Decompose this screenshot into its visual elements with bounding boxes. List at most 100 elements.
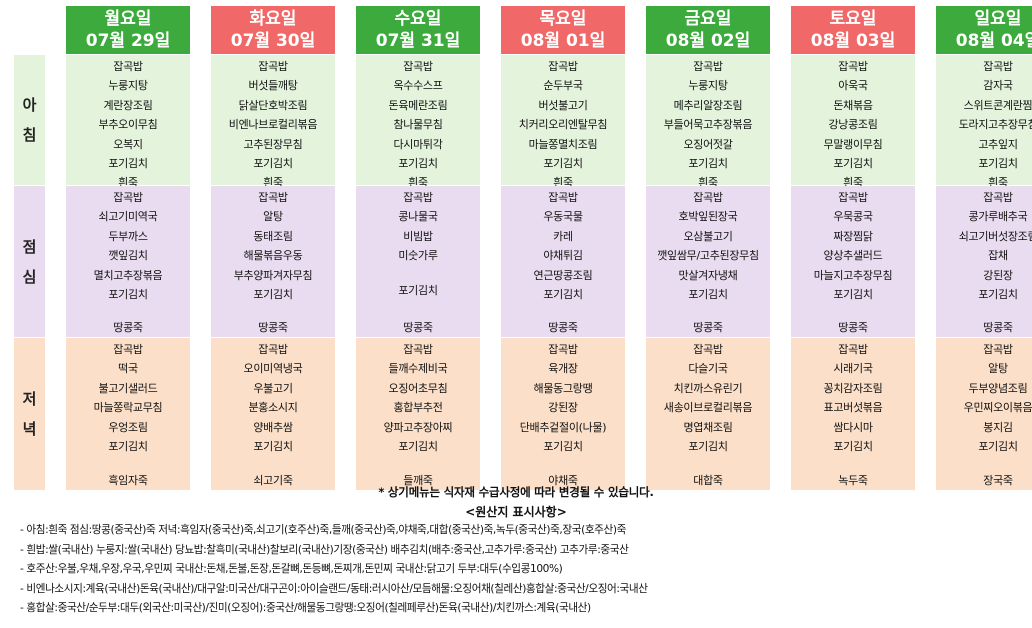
menu-item: 잡곡밥 bbox=[693, 191, 723, 204]
menu-item: 잡곡밥 bbox=[548, 343, 578, 356]
day-header-2: 화요일 07월 30일 bbox=[211, 6, 335, 54]
menu-item: 잡채 bbox=[988, 249, 1008, 263]
menu-item: 포기김치 bbox=[833, 287, 873, 301]
menu-item: 땅콩죽 bbox=[258, 320, 288, 334]
menu-item: 오복지 bbox=[113, 137, 143, 151]
breakfast-cell-day-7: 잡곡밥 감자국 스위트콘계란찜 도라지고추장무침 고추잎지 포기김치 흰죽 bbox=[936, 55, 1032, 189]
menu-item: 녹두죽 bbox=[838, 473, 868, 487]
menu-item: 잡곡밥 bbox=[693, 343, 723, 356]
menu-item: 계란장조림 bbox=[103, 98, 153, 112]
menu-item: 잡곡밥 bbox=[403, 60, 433, 73]
menu-item: 쇠고기버섯장조림 bbox=[958, 229, 1032, 243]
menu-item: 호박잎된장국 bbox=[678, 210, 738, 224]
day-date: 08월 02일 bbox=[665, 31, 751, 51]
menu-item: 홍합부추전 bbox=[393, 401, 443, 415]
breakfast-cell-day-4: 잡곡밥 순두부국 버섯불고기 치커리오리엔탈무침 마늘쫑멸치조림 포기김치 흰죽 bbox=[501, 55, 625, 189]
menu-item: 참나물무침 bbox=[393, 118, 443, 132]
menu-item: 잡곡밥 bbox=[403, 343, 433, 356]
menu-item: 우동국물 bbox=[543, 210, 583, 224]
day-date: 08월 01일 bbox=[520, 31, 606, 51]
menu-item: 스위트콘계란찜 bbox=[963, 98, 1032, 112]
lunch-cell-day-5: 잡곡밥 호박잎된장국 오삼불고기 깻잎쌈무/고추된장무침 맛살겨자냉채 포기김치 땅콩죽 bbox=[646, 186, 770, 337]
menu-item: 무말랭이무침 bbox=[823, 137, 883, 151]
menu-item: 돈채볶음 bbox=[833, 98, 873, 112]
origin-list: - 아침:흰죽 점심:땅콩(중국산)죽 저녁:흑임자(중국산)죽,쇠고기(호주산… bbox=[20, 521, 1020, 619]
menu-item: 메추리알장조림 bbox=[673, 98, 743, 112]
menu-item: 우엉조림 bbox=[108, 420, 148, 434]
menu-item: 포기김치 bbox=[543, 156, 583, 170]
menu-item: 도라지고추장무침 bbox=[958, 118, 1032, 132]
menu-item: 땅콩죽 bbox=[838, 320, 868, 334]
dinner-cell-day-4: 잡곡밥 육개장 해물동그랑땡 강된장 단배추겉절이(나물) 포기김치 야채죽 bbox=[501, 338, 625, 490]
dinner-cell-day-6: 잡곡밥 시래기국 꽁치감자조림 표고버섯볶음 쌈다시마 포기김치 녹두죽 bbox=[791, 338, 915, 490]
menu-item: 오삼불고기 bbox=[683, 229, 733, 243]
dinner-cell-day-5: 잡곡밥 다슬기국 치킨까스유린기 새송이브로컬리볶음 명엽채조림 포기김치 대합죽 bbox=[646, 338, 770, 490]
menu-item: 잡곡밥 bbox=[113, 60, 143, 73]
menu-item: 강된장 bbox=[548, 401, 578, 415]
day-header-7: 일요일 08월 04일 bbox=[936, 6, 1032, 54]
day-name: 화요일 bbox=[249, 9, 297, 29]
menu-item: 포기김치 bbox=[688, 156, 728, 170]
menu-item: 깻잎김치 bbox=[108, 249, 148, 263]
origin-title: <원산지 표시사항> bbox=[465, 505, 567, 519]
day-header-3: 수요일 07월 31일 bbox=[356, 6, 480, 54]
menu-item: 잡곡밥 bbox=[548, 60, 578, 73]
menu-item: 포기김치 bbox=[253, 156, 293, 170]
menu-item: 다시마튀각 bbox=[393, 137, 443, 151]
corner-cell bbox=[14, 6, 45, 54]
menu-item: 포기김치 bbox=[833, 156, 873, 170]
day-date: 07월 31일 bbox=[375, 31, 461, 51]
menu-item: 육개장 bbox=[548, 362, 578, 376]
origin-line: - 아침:흰죽 점심:땅콩(중국산)죽 저녁:흑임자(중국산)죽,쇠고기(호주산… bbox=[20, 524, 626, 536]
menu-item: 부들어묵고추장볶음 bbox=[663, 118, 753, 132]
lunch-label-char: 점 bbox=[22, 237, 37, 256]
menu-item: 흑임자죽 bbox=[108, 473, 148, 487]
menu-item: 잡곡밥 bbox=[838, 343, 868, 356]
menu-item: 강낭콩조림 bbox=[828, 118, 878, 132]
menu-item: 포기김치 bbox=[978, 287, 1018, 301]
menu-item: 쇠고기죽 bbox=[253, 473, 293, 487]
menu-item: 잡곡밥 bbox=[403, 191, 433, 204]
menu-item: 해물동그랑땡 bbox=[533, 381, 593, 395]
menu-item: 새송이브로컬리볶음 bbox=[663, 401, 753, 415]
menu-item: 쇠고기미역국 bbox=[98, 210, 158, 224]
menu-item: 치킨까스유린기 bbox=[673, 381, 743, 395]
menu-item: 꽁치감자조림 bbox=[823, 381, 883, 395]
menu-item: 깻잎쌈무/고추된장무침 bbox=[657, 249, 759, 263]
menu-item: 야채죽 bbox=[548, 473, 578, 487]
lunch-cell-day-2: 잡곡밥 알탕 동태조림 해물볶음우동 부추양파겨자무침 포기김치 땅콩죽 bbox=[211, 186, 335, 337]
menu-item: 포기김치 bbox=[543, 287, 583, 301]
dinner-cell-day-2: 잡곡밥 오이미역냉국 우불고기 분홍소시지 양배추쌈 포기김치 쇠고기죽 bbox=[211, 338, 335, 490]
day-name: 목요일 bbox=[539, 9, 587, 29]
menu-item: 오징어젓갈 bbox=[683, 137, 733, 151]
menu-item: 포기김치 bbox=[978, 439, 1018, 453]
origin-line: - 호주산:우불,우채,우장,우국,우민찌 국내산:돈채,돈불,돈장,돈갈뼈,돈… bbox=[20, 563, 563, 576]
menu-item: 포기김치 bbox=[833, 439, 873, 453]
menu-item: 땅콩죽 bbox=[403, 320, 433, 334]
menu-item: 포기김치 bbox=[108, 156, 148, 170]
menu-item: 닭살단호박조림 bbox=[238, 98, 308, 112]
breakfast-label-char: 아 bbox=[22, 96, 37, 114]
menu-item: 포기김치 bbox=[253, 287, 293, 301]
menu-item: 마늘지고추장무침 bbox=[813, 268, 893, 282]
breakfast-label-char: 침 bbox=[22, 126, 37, 144]
day-date: 07월 30일 bbox=[230, 31, 316, 51]
menu-item: 마늘쫑멸치조림 bbox=[528, 137, 598, 151]
menu-item: 알탕 bbox=[988, 362, 1008, 376]
menu-item: 잡곡밥 bbox=[983, 60, 1013, 73]
menu-item: 표고버섯볶음 bbox=[823, 401, 883, 415]
menu-item: 짜장찜닭 bbox=[833, 229, 873, 243]
menu-item: 쌈다시마 bbox=[833, 420, 873, 434]
menu-item: 양파고추장아찌 bbox=[383, 420, 453, 434]
menu-item: 감자국 bbox=[983, 79, 1013, 93]
day-name: 월요일 bbox=[104, 9, 152, 29]
menu-item: 오징어초무침 bbox=[388, 381, 448, 395]
menu-item: 포기김치 bbox=[253, 439, 293, 453]
breakfast-cell-day-2: 잡곡밥 버섯들깨탕 닭살단호박조림 비엔나브로컬리볶음 고추된장무침 포기김치 흰죽 bbox=[211, 55, 335, 189]
menu-item: 오이미역냉국 bbox=[243, 362, 303, 376]
menu-item: 해물볶음우동 bbox=[243, 249, 303, 263]
menu-item: 강된장 bbox=[983, 268, 1013, 282]
menu-item: 고추된장무침 bbox=[243, 137, 303, 151]
